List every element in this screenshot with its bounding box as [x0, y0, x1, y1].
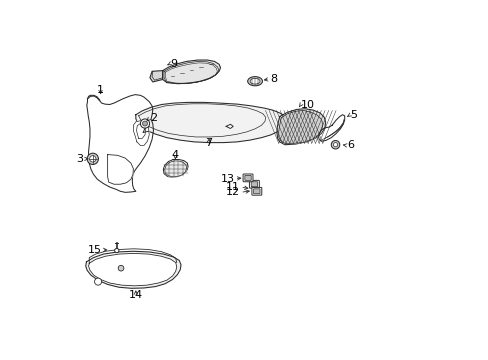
Circle shape: [118, 265, 123, 271]
FancyBboxPatch shape: [253, 189, 260, 194]
Polygon shape: [136, 123, 145, 138]
Circle shape: [333, 143, 337, 147]
Text: 8: 8: [269, 74, 277, 84]
Text: 14: 14: [128, 290, 142, 300]
Text: 15: 15: [87, 245, 102, 255]
Text: 3: 3: [77, 154, 83, 164]
Polygon shape: [163, 60, 220, 84]
Polygon shape: [88, 253, 176, 286]
Text: 4: 4: [171, 150, 179, 160]
Ellipse shape: [250, 78, 260, 84]
Text: 11: 11: [226, 182, 240, 192]
Ellipse shape: [247, 77, 262, 86]
Circle shape: [140, 119, 149, 128]
Polygon shape: [150, 71, 163, 82]
Circle shape: [114, 248, 119, 253]
Polygon shape: [133, 121, 149, 145]
Text: 9: 9: [170, 59, 177, 68]
Circle shape: [142, 121, 147, 126]
Text: 13: 13: [220, 174, 234, 184]
FancyBboxPatch shape: [244, 175, 251, 180]
Polygon shape: [136, 102, 286, 143]
Circle shape: [89, 156, 96, 162]
Text: 6: 6: [346, 140, 353, 150]
Text: 7: 7: [204, 138, 212, 148]
Circle shape: [330, 140, 339, 149]
Circle shape: [87, 153, 98, 165]
Polygon shape: [225, 124, 233, 129]
Text: 10: 10: [300, 99, 314, 109]
Circle shape: [94, 278, 102, 285]
Text: 5: 5: [349, 110, 357, 120]
Polygon shape: [107, 154, 133, 184]
Polygon shape: [163, 159, 188, 177]
Text: 1: 1: [97, 85, 104, 95]
Polygon shape: [164, 161, 186, 177]
Text: 2: 2: [150, 113, 157, 123]
FancyBboxPatch shape: [243, 174, 252, 182]
FancyBboxPatch shape: [249, 180, 259, 188]
FancyBboxPatch shape: [251, 182, 257, 187]
Polygon shape: [318, 115, 344, 141]
FancyBboxPatch shape: [251, 188, 261, 195]
Polygon shape: [85, 251, 181, 288]
Polygon shape: [278, 111, 322, 143]
Polygon shape: [87, 95, 153, 192]
Polygon shape: [276, 109, 325, 145]
Text: 12: 12: [225, 187, 240, 197]
